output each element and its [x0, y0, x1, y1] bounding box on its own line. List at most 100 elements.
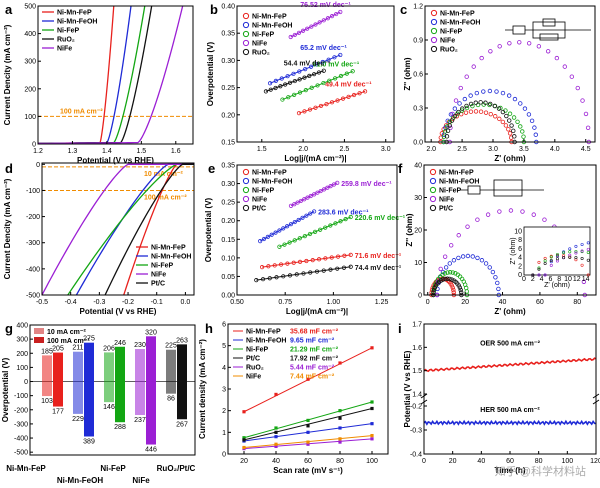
h-point [338, 440, 342, 444]
c-point [447, 123, 452, 128]
a-ytick-label: 300 [24, 59, 36, 66]
f-point [465, 224, 470, 229]
e-point [277, 244, 282, 249]
a-ytick-label: 0 [32, 142, 36, 149]
c-legend-label: RuO₂ [440, 47, 458, 54]
b-legend-marker [242, 30, 250, 38]
f-legend-marker [429, 204, 437, 212]
a-legend-label: Ni-Mn-FeP [57, 10, 92, 17]
g-value-label: 320 [145, 329, 157, 336]
c-legend-label: NiFe [440, 38, 455, 45]
e-xlabel: Log|j/(mA cm⁻²)| [286, 307, 348, 316]
b-xtick-label: 3.0 [381, 146, 391, 153]
c-point [481, 89, 486, 94]
f-inset-point [537, 267, 541, 271]
a-series-line [37, 5, 153, 145]
f-inset-point [568, 247, 572, 251]
c-point [474, 90, 480, 96]
h-point [242, 445, 246, 450]
c-point [468, 93, 473, 98]
i-her-label: HER 500 mA cm⁻² [480, 407, 540, 414]
c-point [492, 103, 497, 109]
g-bar-oer-100 [115, 346, 125, 382]
c-point [475, 102, 481, 108]
e-point [308, 270, 313, 275]
h-ytick-label: 2 [222, 408, 226, 415]
c-point [463, 110, 469, 115]
e-point [287, 273, 293, 278]
f-point [450, 285, 455, 290]
c-point [532, 125, 537, 130]
f-inset-point [562, 256, 566, 260]
c-point [478, 109, 484, 114]
e-point [304, 258, 309, 264]
c-point [526, 112, 532, 117]
e-point [294, 272, 299, 277]
g-legend-label: 10 mA cm⁻² [47, 329, 87, 336]
h-point [274, 444, 278, 449]
f-inset-point [586, 241, 590, 245]
d-ytick-label: -500 [26, 293, 40, 300]
f-inset-point [537, 273, 541, 277]
f-point [485, 212, 491, 217]
g-value-label: 146 [103, 404, 115, 411]
f-xtick-label: 60 [536, 299, 544, 306]
f-xtick-label: 80 [573, 299, 581, 306]
h-ytick-label: 1 [222, 430, 226, 437]
g-ytick-label: -300 [14, 421, 28, 428]
a-xtick-label: 1.6 [171, 148, 181, 155]
c-point [479, 55, 484, 61]
d-series-line [41, 163, 194, 296]
f-inset-point [549, 260, 553, 264]
e-point [333, 221, 338, 226]
b-point [288, 34, 293, 40]
e-point [325, 185, 330, 190]
e-point [254, 278, 259, 283]
a-series-line [37, 5, 184, 145]
e-point [282, 242, 287, 247]
d-ref-label: 10 mA cm⁻² [144, 171, 184, 178]
g-frame [29, 324, 196, 456]
g-value-label: 389 [83, 438, 95, 445]
b-point [280, 97, 285, 102]
h-point [338, 409, 342, 413]
e-legend-label: NiFe [252, 197, 267, 204]
b-point [313, 22, 318, 27]
b-xtick-label: 2.0 [298, 146, 308, 153]
e-point [348, 264, 353, 269]
d-series-line [104, 163, 194, 296]
b-fit-line [265, 70, 324, 92]
e-ytick-label: 0.35 [221, 163, 235, 170]
g-ytick-label: -200 [14, 407, 28, 414]
c-legend-marker [430, 45, 438, 53]
e-point [315, 190, 320, 195]
f-point [447, 270, 453, 275]
d-ylabel: Current Dencity (mA cm⁻²) [3, 178, 12, 279]
g-value-label: 177 [52, 409, 64, 416]
b-point [307, 73, 312, 79]
c-point [515, 119, 520, 124]
c-point [569, 74, 575, 79]
c-point [460, 106, 465, 111]
e-ylabel: Overpotential (V) [204, 197, 213, 262]
h-legend-label: Ni-Mn-FeP [246, 329, 281, 336]
b-legend-marker [242, 21, 250, 29]
f-point [447, 261, 453, 266]
b-point [346, 94, 351, 99]
c-point [504, 113, 509, 119]
g-value-label: 230 [134, 342, 146, 349]
f-inset-point [549, 263, 553, 267]
h-point [338, 416, 342, 420]
h-point [370, 422, 374, 426]
panel-label-f: f [398, 161, 403, 176]
b-ytick-label: 0.15 [221, 140, 235, 147]
d-series-line [75, 163, 194, 296]
b-point [335, 98, 340, 103]
f-point [451, 258, 457, 263]
e-fit-line [261, 254, 351, 268]
c-point [575, 85, 580, 91]
h-cdl-label: 21.29 mF cm⁻² [290, 347, 339, 354]
g-bar-her-100 [177, 381, 187, 420]
e-point [285, 261, 290, 266]
b-legend-label: NiFe [252, 41, 267, 48]
